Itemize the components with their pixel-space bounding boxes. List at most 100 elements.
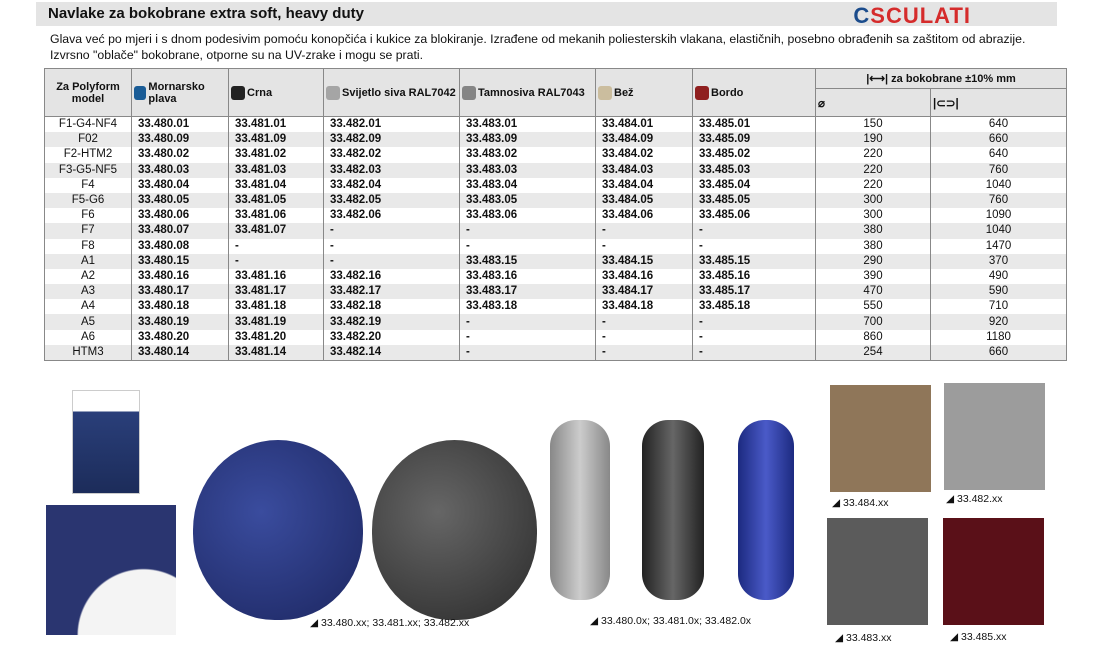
- table-cell: -: [692, 329, 816, 345]
- color-swatch: [134, 85, 147, 100]
- table-cell: -: [595, 238, 693, 254]
- table-cell: A3: [44, 284, 132, 300]
- table-cell: F2-HTM2: [44, 147, 132, 163]
- table-cell: F02: [44, 132, 132, 148]
- color-swatch: [462, 85, 476, 100]
- color-header: Svijetlo siva RAL7042: [323, 68, 460, 117]
- table-cell: 33.484.09: [595, 132, 693, 148]
- length-icon: |⊂⊃|: [930, 88, 1067, 117]
- caption-texture: ◢ 33.482.xx: [946, 493, 1003, 505]
- table-cell: 1180: [930, 329, 1067, 345]
- table-cell: 33.483.16: [459, 268, 596, 285]
- table-cell: 290: [815, 253, 931, 269]
- dims-header: |⟷| za bokobrane ±10% mm: [815, 68, 1067, 89]
- table-cell: 33.481.01: [228, 116, 324, 133]
- table-cell: 33.480.15: [131, 253, 229, 269]
- table-row: F2-HTM2 33.480.02 33.481.02 33.482.02 33.483…: [44, 147, 1067, 163]
- table-row: A3 33.480.17 33.481.17 33.482.17 33.483.17 33…: [44, 284, 1067, 300]
- table-cell: 33.482.02: [323, 147, 460, 163]
- table-row: F8 33.480.08- - - - -380 1470: [44, 238, 1067, 254]
- table-cell: -: [228, 253, 324, 269]
- table-cell: 590: [930, 284, 1067, 300]
- table-cell: 33.482.03: [323, 162, 460, 178]
- table-cell: 1040: [930, 177, 1067, 193]
- table-cell: 220: [815, 177, 931, 193]
- table-cell: 550: [815, 299, 931, 315]
- table-cell: 33.485.17: [692, 284, 816, 300]
- caption-cylinder: ◢ 33.480.0x; 33.481.0x; 33.482.0x: [590, 615, 752, 627]
- table-cell: 33.484.16: [595, 268, 693, 285]
- table-row: A1 33.480.15- -33.483.15 33.484.15 33.485.15…: [44, 253, 1067, 269]
- fender-closeup-image: [46, 505, 176, 635]
- table-cell: 33.482.19: [323, 314, 460, 330]
- package-image: [72, 390, 140, 494]
- texture-bordeaux: [943, 518, 1044, 625]
- texture-dark-grey: [827, 518, 928, 625]
- table-cell: 760: [930, 162, 1067, 178]
- table-cell: 33.485.15: [692, 253, 816, 269]
- table-cell: -: [692, 238, 816, 254]
- table-row: HTM3 33.480.14 33.481.14 33.482.14- - -254 660: [44, 344, 1067, 361]
- table-cell: 33.483.09: [459, 132, 596, 148]
- table-cell: 33.480.16: [131, 268, 229, 285]
- table-row: F6 33.480.06 33.481.06 33.482.06 33.483.06 33…: [44, 208, 1067, 224]
- table-cell: A6: [44, 329, 132, 345]
- table-cell: 1470: [930, 238, 1067, 254]
- table-cell: 700: [815, 314, 931, 330]
- table-cell: 33.480.19: [131, 314, 229, 330]
- table-cell: 33.481.20: [228, 329, 324, 345]
- caption-texture: ◢ 33.484.xx: [832, 497, 889, 509]
- table-cell: F6: [44, 208, 132, 224]
- table-cell: 33.481.09: [228, 132, 324, 148]
- table-cell: 33.481.16: [228, 268, 324, 285]
- table-cell: -: [323, 253, 460, 269]
- table-cell: 920: [930, 314, 1067, 330]
- table-cell: -: [459, 314, 596, 330]
- table-cell: -: [595, 314, 693, 330]
- table-cell: 33.483.17: [459, 284, 596, 300]
- table-cell: -: [595, 223, 693, 239]
- table-cell: 33.481.02: [228, 147, 324, 163]
- color-header: Mornarsko plava: [131, 68, 229, 117]
- color-swatch: [326, 85, 340, 100]
- table-row: A5 33.480.19 33.481.19 33.482.19- - -700 920: [44, 314, 1067, 330]
- color-header: Bordo: [692, 68, 816, 117]
- table-cell: 1090: [930, 208, 1067, 224]
- table-cell: 380: [815, 238, 931, 254]
- color-label: Svijetlo siva RAL7042: [342, 86, 456, 99]
- table-cell: 1040: [930, 223, 1067, 239]
- table-cell: 300: [815, 192, 931, 209]
- title-bar: Navlake za bokobrane extra soft, heavy d…: [36, 2, 1057, 28]
- table-cell: 33.482.05: [323, 192, 460, 209]
- table-cell: 860: [815, 329, 931, 345]
- table-cell: 33.485.06: [692, 208, 816, 224]
- table-cell: 33.480.17: [131, 284, 229, 300]
- table-cell: 33.485.05: [692, 192, 816, 209]
- color-swatch: [231, 85, 245, 100]
- table-cell: 33.483.04: [459, 177, 596, 193]
- table-cell: 33.483.01: [459, 116, 596, 133]
- color-label: Bordo: [711, 86, 744, 99]
- cyl-fender-black: [642, 420, 704, 600]
- table-cell: 33.485.09: [692, 132, 816, 148]
- table-cell: 33.480.20: [131, 329, 229, 345]
- table-cell: 33.484.17: [595, 284, 693, 300]
- caption-ball: ◢ 33.480.xx; 33.481.xx; 33.482.xx: [310, 617, 470, 629]
- table-cell: 33.482.20: [323, 329, 460, 345]
- table-cell: 33.480.09: [131, 132, 229, 148]
- table-cell: 33.481.06: [228, 208, 324, 224]
- table-cell: -: [459, 329, 596, 345]
- color-header: Bež: [595, 68, 693, 117]
- table-cell: 150: [815, 116, 931, 133]
- osculati-logo: CSCULATI: [853, 3, 971, 28]
- table-cell: 33.480.06: [131, 208, 229, 224]
- table-row: F7 33.480.07 33.481.07- - - -380 1040: [44, 223, 1067, 239]
- table-row: A2 33.480.16 33.481.16 33.482.16 33.483.16 33…: [44, 268, 1067, 285]
- color-header: Crna: [228, 68, 324, 117]
- table-row: F5-G6 33.480.05 33.481.05 33.482.05 33.483.0…: [44, 192, 1067, 209]
- model-header: Za Polyform model: [44, 68, 132, 117]
- table-cell: 33.485.02: [692, 147, 816, 163]
- table-cell: 33.481.17: [228, 284, 324, 300]
- table-cell: 710: [930, 299, 1067, 315]
- table-cell: 33.484.03: [595, 162, 693, 178]
